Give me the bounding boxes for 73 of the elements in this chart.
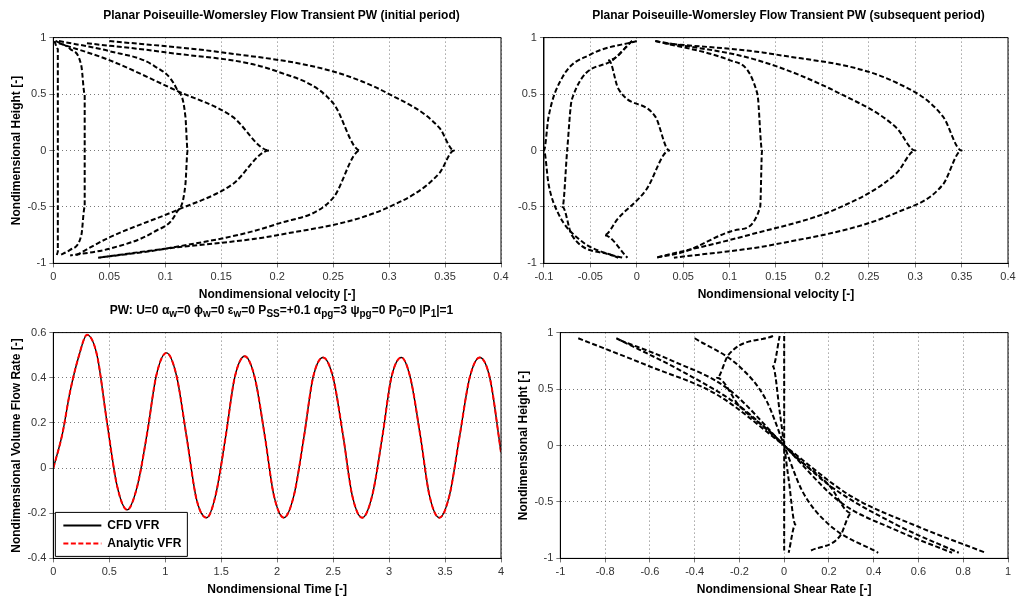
x-axis-title: Nondimensional Shear Rate [-] — [696, 582, 872, 597]
x-tick-label: 0.4 — [493, 270, 509, 283]
x-axis-title: Nondimensional velocity [-] — [198, 287, 356, 302]
x-tick-label: 0.3 — [381, 270, 397, 283]
y-tick-label: -1 — [36, 256, 47, 269]
y-axis-title: Nondimensional Volume Flow Rate [-] — [8, 338, 23, 553]
x-tick-label: -0.6 — [640, 565, 660, 578]
y-tick-label: 0.5 — [31, 87, 47, 100]
y-tick-label: 0.6 — [31, 325, 47, 338]
x-tick-label: 0.8 — [955, 565, 971, 578]
x-tick-label: 0.05 — [672, 270, 694, 283]
chart-title: Planar Poiseuille-Womersley Flow Transient PW (initial period) — [102, 8, 461, 24]
x-tick-label: 0.05 — [98, 270, 121, 283]
legend-label: CFD VFR — [107, 517, 160, 532]
y-tick-label: -0.2 — [27, 506, 47, 519]
x-tick-label: 0.15 — [210, 270, 232, 283]
x-tick-label: 0.2 — [814, 270, 831, 283]
x-tick-label: 0 — [50, 565, 57, 578]
x-tick-label: 0.25 — [322, 270, 344, 283]
chart-title: PW: U=0 α$_{w}$=0 ϕ$_{w}$=0 ε$_{w}$=0 P$_{SS}$=+0.1 α$_{pg}$=3 ψ$_{pg}$=0 P$_{0}$=0 |P$_{1}$|=1 — [109, 303, 454, 320]
x-tick-label: 0.35 — [950, 270, 973, 283]
x-tick-label: 0.5 — [101, 565, 117, 578]
x-tick-label: 1.5 — [213, 565, 229, 578]
y-axis-title: Nondimensional Height [-] — [515, 370, 530, 521]
y-tick-label: 1 — [547, 325, 554, 338]
x-tick-label: 0.1 — [721, 270, 738, 283]
y-tick-label: 0.5 — [538, 382, 554, 395]
y-tick-label: 0 — [530, 143, 537, 156]
y-tick-label: 1 — [40, 30, 47, 43]
y-tick-label: -0.4 — [27, 551, 47, 564]
x-tick-label: -1 — [555, 565, 566, 578]
y-tick-label: 0.5 — [521, 87, 537, 100]
y-tick-label: 0.2 — [31, 415, 47, 428]
x-axis-title: Nondimensional velocity [-] — [697, 287, 855, 302]
x-tick-label: -0.8 — [595, 565, 615, 578]
x-tick-label: 2 — [274, 565, 281, 578]
y-tick-label: 1 — [530, 30, 537, 43]
x-tick-label: 2.5 — [325, 565, 341, 578]
y-tick-label: -1 — [543, 551, 554, 564]
x-axis-title: Nondimensional Time [-] — [207, 582, 348, 597]
x-tick-label: 0.2 — [269, 270, 285, 283]
x-tick-label: 3 — [386, 565, 393, 578]
y-tick-label: 0 — [547, 438, 554, 451]
x-tick-label: -0.1 — [534, 270, 554, 283]
x-tick-label: 4 — [497, 565, 505, 578]
x-tick-label: 0.4 — [866, 565, 882, 578]
y-tick-label: 0 — [40, 461, 47, 474]
x-tick-label: 3.5 — [437, 565, 453, 578]
x-tick-label: 1 — [162, 565, 169, 578]
y-tick-label: -0.5 — [27, 199, 47, 212]
x-tick-label: -0.4 — [685, 565, 705, 578]
y-tick-label: -0.5 — [517, 199, 537, 212]
chart-title: Planar Poiseuille-Womersley Flow Transient PW (subsequent period) — [591, 8, 986, 24]
x-tick-label: 0 — [781, 565, 788, 578]
legend-label: Analytic VFR — [107, 535, 182, 550]
x-tick-label: 1 — [1004, 565, 1012, 578]
y-tick-label: -1 — [527, 256, 537, 269]
x-tick-label: 0.25 — [858, 270, 880, 283]
x-tick-label: 0.4 — [1000, 270, 1016, 283]
x-tick-label: 0.35 — [434, 270, 456, 283]
x-tick-label: 0.2 — [821, 565, 837, 578]
x-tick-label: 0 — [50, 270, 57, 283]
y-tick-label: 0 — [40, 143, 47, 156]
x-tick-label: -0.2 — [729, 565, 749, 578]
y-tick-label: 0.4 — [31, 370, 47, 383]
x-tick-label: -0.05 — [577, 270, 603, 283]
x-tick-label: 0.3 — [907, 270, 923, 283]
y-axis-title: Nondimensional Height [-] — [8, 75, 23, 226]
y-tick-label: -0.5 — [534, 494, 554, 507]
x-tick-label: 0.15 — [765, 270, 787, 283]
x-tick-label: 0 — [633, 270, 640, 283]
x-tick-label: 0.1 — [157, 270, 173, 283]
x-tick-label: 0.6 — [910, 565, 927, 578]
